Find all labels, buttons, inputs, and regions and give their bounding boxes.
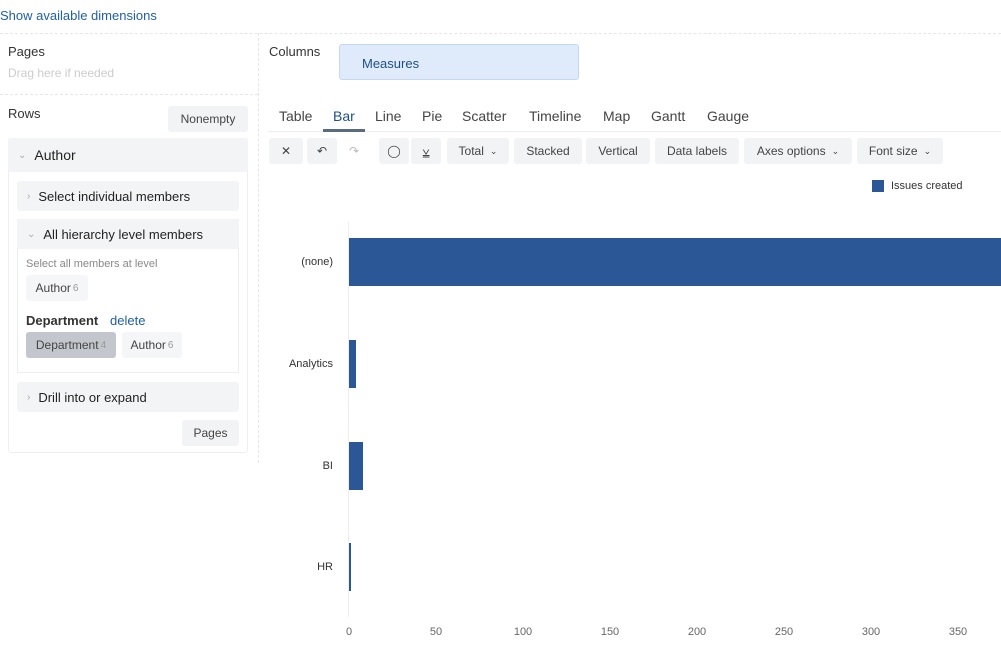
drill-into-or-expand[interactable]: › Drill into or expand (17, 382, 239, 412)
select-all-at-level-label: Select all members at level (26, 258, 158, 270)
bar-none[interactable] (349, 238, 1001, 286)
chevron-down-icon: ⌄ (831, 145, 840, 156)
category-label: BI (322, 460, 333, 472)
x-tick-label: 350 (948, 626, 968, 638)
axes-options-dropdown[interactable]: Axes options ⌄ (744, 138, 852, 164)
x-tick-label: 150 (600, 626, 620, 638)
bar-bi[interactable] (349, 442, 363, 490)
x-tick-label: 200 (687, 626, 707, 638)
bar-analytics[interactable] (349, 340, 356, 388)
department-level-chip[interactable]: Department 4 (26, 332, 116, 358)
dropdown-label: Axes options (756, 144, 826, 158)
chart-axis-line (348, 222, 349, 617)
tab-gauge[interactable]: Gauge (707, 108, 750, 124)
tab-line[interactable]: Line (375, 108, 402, 124)
pages-button[interactable]: Pages (182, 420, 239, 446)
bar-hr[interactable] (349, 543, 351, 591)
tab-bar[interactable]: Bar (333, 108, 355, 124)
show-dimensions-link[interactable]: Show available dimensions (0, 8, 157, 23)
x-tick-label: 0 (345, 626, 353, 638)
pin-icon[interactable]: ⩣ (411, 138, 441, 164)
section-label: All hierarchy level members (43, 226, 204, 242)
nonempty-button[interactable]: Nonempty (168, 106, 248, 132)
legend-label: Issues created (891, 180, 963, 192)
redo-icon[interactable]: ↷ (339, 138, 369, 164)
tab-gantt[interactable]: Gantt (651, 108, 686, 124)
tab-timeline[interactable]: Timeline (529, 108, 582, 124)
dropdown-label: Font size (868, 144, 918, 158)
section-label: Drill into or expand (38, 389, 147, 405)
pages-drop-zone[interactable]: Drag here if needed (8, 66, 115, 80)
tab-map[interactable]: Map (603, 108, 631, 124)
dropdown-label: Total (458, 144, 484, 158)
font-size-dropdown[interactable]: Font size ⌄ (857, 138, 943, 164)
chip-label: Department (35, 338, 99, 352)
legend-swatch (872, 180, 884, 192)
chevron-down-icon: ⌄ (27, 228, 36, 240)
chevron-down-icon: ⌄ (489, 145, 498, 156)
tab-scatter[interactable]: Scatter (462, 108, 507, 124)
x-tick-label: 50 (429, 626, 443, 638)
divider (0, 33, 1001, 34)
category-label: (none) (301, 256, 333, 268)
stacked-button[interactable]: Stacked (514, 138, 582, 164)
undo-icon[interactable]: ↶ (307, 138, 337, 164)
delete-link[interactable]: delete (110, 313, 146, 328)
category-label: HR (317, 561, 333, 573)
comment-icon[interactable]: ◯ (379, 138, 409, 164)
tab-pie[interactable]: Pie (422, 108, 443, 124)
chip-count: 6 (167, 339, 174, 351)
total-dropdown[interactable]: Total ⌄ (447, 138, 509, 164)
dimension-name: Author (34, 147, 76, 163)
category-label: Analytics (288, 358, 333, 370)
author-dimension-header[interactable]: ⌄ Author (8, 138, 248, 172)
x-tick-label: 300 (861, 626, 881, 638)
chevron-right-icon: › (27, 190, 31, 202)
vertical-button[interactable]: Vertical (586, 138, 650, 164)
chip-label: Author (130, 338, 166, 352)
section-label: Select individual members (38, 188, 191, 204)
department-label: Department (26, 313, 99, 328)
x-tick-label: 100 (513, 626, 533, 638)
divider (258, 33, 259, 463)
tabs-underline (268, 131, 1001, 132)
x-tick-label: 250 (774, 626, 794, 638)
chip-count: 6 (72, 282, 79, 294)
select-individual-members[interactable]: › Select individual members (17, 181, 239, 211)
chevron-down-icon: ⌄ (923, 145, 932, 156)
author-level-chip[interactable]: Author 6 (26, 275, 88, 301)
chart-legend[interactable]: Issues created (872, 180, 963, 192)
data-labels-button[interactable]: Data labels (655, 138, 739, 164)
author-level-chip-2[interactable]: Author 6 (122, 332, 182, 358)
chip-count: 4 (100, 339, 107, 351)
rows-label: Rows (8, 106, 41, 121)
chip-label: Author (35, 281, 71, 295)
divider (0, 94, 258, 95)
chevron-down-icon: ⌄ (18, 149, 27, 161)
tab-table[interactable]: Table (279, 108, 313, 124)
all-hierarchy-level-members[interactable]: ⌄ All hierarchy level members (17, 219, 239, 249)
chevron-right-icon: › (27, 391, 31, 403)
active-tab-indicator (323, 129, 365, 132)
measures-chip[interactable]: Measures (339, 44, 579, 80)
columns-label: Columns (269, 44, 321, 59)
fullscreen-icon[interactable]: ✕ (269, 138, 303, 164)
pages-label: Pages (8, 44, 45, 59)
